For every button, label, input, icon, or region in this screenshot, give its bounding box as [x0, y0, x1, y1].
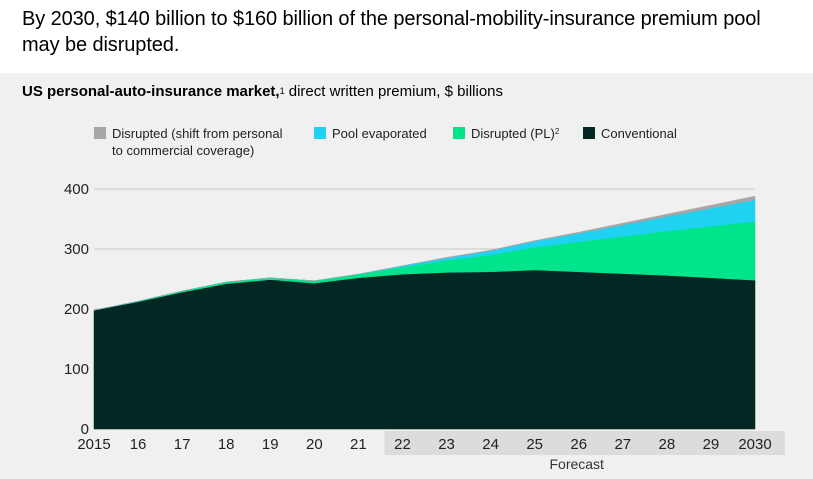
x-tick-label-27: 27 — [614, 436, 631, 453]
area-series-conventional — [93, 269, 756, 430]
x-tick-label-21: 21 — [350, 436, 367, 453]
legend-label-conventional: Conventional — [601, 126, 677, 141]
y-tick-label-0: 0 — [81, 421, 89, 438]
legend-swatch-shift-commercial — [94, 127, 106, 139]
chart-subtitle: US personal-auto-insurance market,1 dire… — [22, 82, 503, 102]
legend-label-pool-evaporated: Pool evaporated — [332, 126, 427, 141]
y-tick-label-100: 100 — [64, 361, 89, 378]
x-tick-label-23: 23 — [438, 436, 455, 453]
page-title: By 2030, $140 billion to $160 billion of… — [22, 8, 761, 56]
x-tick-label-16: 16 — [130, 436, 147, 453]
x-tick-label-29: 29 — [703, 436, 720, 453]
x-tick-label-2015: 2015 — [77, 436, 110, 453]
legend-label-disrupted-pl: Disrupted (PL)2 — [471, 125, 559, 142]
x-tick-label-20: 20 — [306, 436, 323, 453]
legend-swatch-pool-evaporated — [314, 127, 326, 139]
x-tick-label-2030: 2030 — [738, 436, 771, 453]
legend-swatch-conventional — [583, 127, 595, 139]
x-tick-label-19: 19 — [262, 436, 279, 453]
x-tick-label-18: 18 — [218, 436, 235, 453]
y-tick-label-400: 400 — [64, 181, 89, 198]
legend-label-shift-commercial: Disrupted (shift from personal to commerc… — [112, 125, 283, 159]
y-tick-label-300: 300 — [64, 241, 89, 258]
x-tick-label-22: 22 — [394, 436, 411, 453]
forecast-label: Forecast — [549, 456, 604, 472]
x-tick-label-25: 25 — [526, 436, 543, 453]
legend-footnote: 2 — [554, 127, 560, 136]
subtitle-rest: direct written premium, $ billions — [284, 83, 504, 100]
subtitle-footnote: 1 — [279, 86, 285, 96]
legend-label-text: Disrupted (PL) — [471, 126, 555, 141]
legend-label-line1: Disrupted (shift from personal — [112, 126, 283, 141]
y-tick-label-200: 200 — [64, 301, 89, 318]
area-series-disrupted-shift-from-personal-to-commercial-coverage — [93, 195, 756, 311]
subtitle-bold: US personal-auto-insurance market, — [22, 83, 280, 100]
legend-label-line2: to commercial coverage) — [112, 143, 255, 158]
x-tick-label-28: 28 — [659, 436, 676, 453]
x-tick-label-17: 17 — [174, 436, 191, 453]
forecast-band — [384, 431, 785, 455]
legend-swatch-disrupted-pl — [453, 127, 465, 139]
x-tick-label-26: 26 — [570, 436, 587, 453]
x-tick-label-24: 24 — [482, 436, 499, 453]
